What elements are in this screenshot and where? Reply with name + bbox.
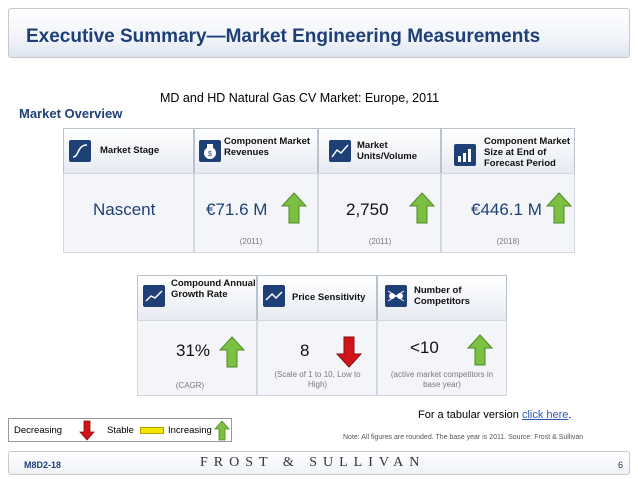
growth-icon	[143, 285, 165, 307]
money-bag-icon: $	[199, 140, 221, 162]
decreasing-arrow-icon	[336, 336, 362, 368]
price-chart-icon	[263, 285, 285, 307]
competitors-icon	[385, 285, 407, 307]
metric-value: 8	[300, 341, 310, 360]
metric-label: Number of Competitors	[414, 285, 470, 307]
tabular-version-text: For a tabular version click here.	[418, 409, 572, 421]
legend-stable-label: Stable	[107, 425, 134, 436]
metric-label: Price Sensitivity	[292, 292, 366, 303]
metric-value: Nascent	[93, 200, 156, 219]
metric-note: (2018)	[496, 237, 520, 246]
svg-text:$: $	[208, 151, 212, 158]
increasing-arrow-icon	[281, 192, 307, 224]
metric-note: (2011)	[368, 237, 392, 246]
metric-value: €446.1 M	[471, 200, 542, 219]
title-bar	[8, 8, 630, 58]
metric-note: (CAGR)	[175, 381, 205, 390]
legend-stable-bar-icon	[140, 427, 164, 434]
metric-value: 31%	[176, 341, 211, 360]
legend-increasing-arrow-icon	[214, 420, 230, 441]
bar-chart-icon	[454, 144, 476, 166]
increasing-arrow-icon	[467, 334, 493, 366]
click-here-link[interactable]: click here	[521, 409, 569, 421]
metric-value: 2,750	[346, 200, 389, 219]
source-note: Note: All figures are rounded. The base …	[343, 434, 584, 441]
increasing-arrow-icon	[546, 192, 572, 224]
market-size-body	[441, 173, 575, 253]
legend-decreasing-label: Decreasing	[14, 425, 63, 436]
metric-label: Market Stage	[100, 145, 160, 156]
metric-label: Component Market Revenues	[224, 136, 311, 158]
market-stage-icon	[69, 140, 91, 162]
section-title: Market Overview	[19, 106, 123, 121]
brand-logo: FROST & SULLIVAN	[200, 455, 426, 470]
footer-bar	[8, 451, 630, 475]
metric-value: €71.6 M	[206, 200, 268, 219]
metric-note: (Scale of 1 to 10, Low to High)	[274, 370, 361, 389]
competitors-body	[377, 320, 507, 396]
market-stage-body	[63, 173, 194, 253]
increasing-arrow-icon	[409, 192, 435, 224]
page-title: Executive Summary—Market Engineering Mea…	[26, 26, 541, 47]
metric-label: Market Units/Volume	[357, 140, 417, 162]
metric-value: <10	[410, 338, 439, 357]
line-chart-icon	[329, 140, 351, 162]
page-number: 6	[618, 460, 624, 470]
metric-label: Compound Annual Growth Rate	[171, 278, 256, 300]
slide-subtitle: MD and HD Natural Gas CV Market: Europe,…	[160, 91, 440, 105]
metric-label: Component Market Size at End of Forecast…	[484, 136, 571, 169]
metric-note: (2011)	[239, 237, 263, 246]
slide-code: M8D2-18	[24, 460, 62, 470]
trend-legend: Decreasing Stable Increasing	[8, 418, 232, 442]
legend-increasing-label: Increasing	[168, 425, 212, 436]
metric-note: (active market competitors in base year)	[390, 370, 494, 389]
legend-decreasing-arrow-icon	[79, 420, 95, 441]
increasing-arrow-icon	[219, 336, 245, 368]
